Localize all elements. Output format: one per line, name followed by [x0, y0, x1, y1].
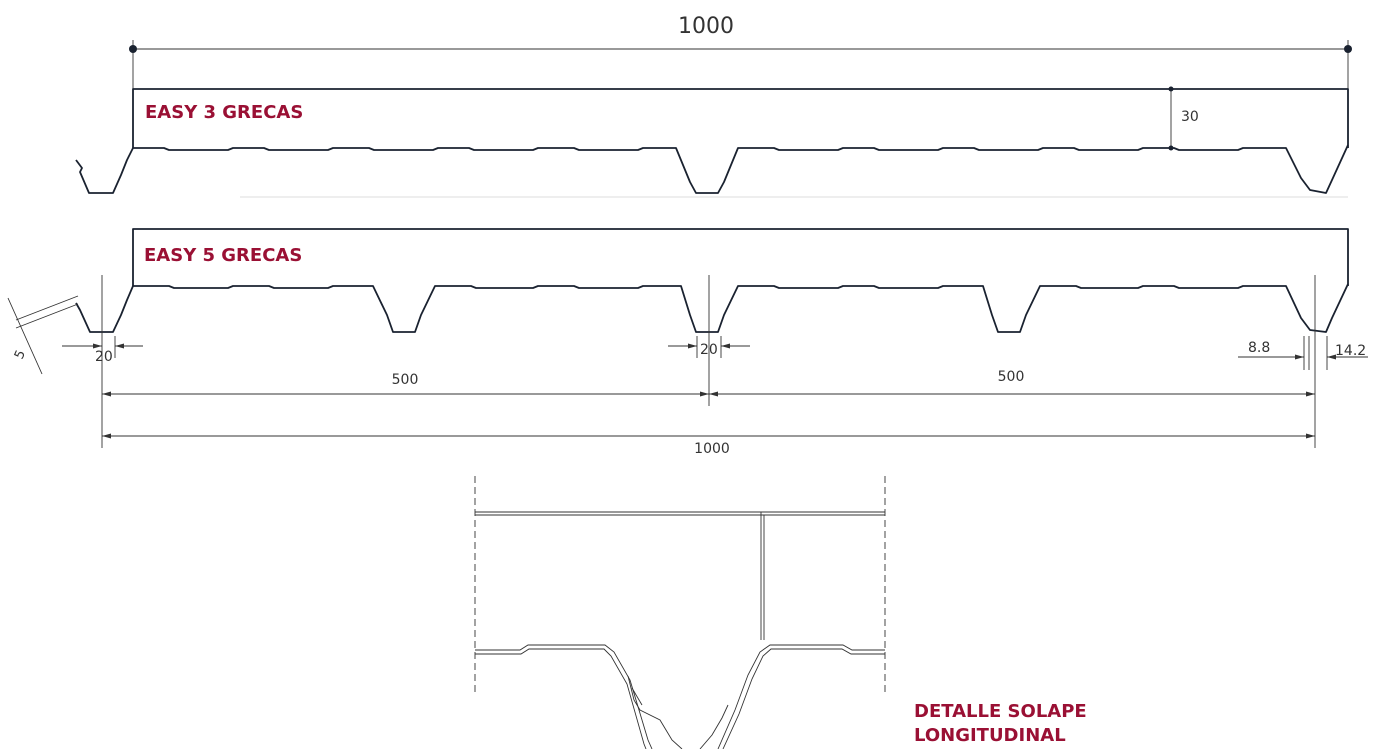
edge-dim-a-label: 8.8: [1248, 340, 1270, 356]
top-profile-title: EASY 3 GRECAS: [145, 102, 303, 123]
thickness-leader: [7, 297, 43, 375]
detail-overlap-fold: [627, 675, 729, 749]
top-profile-line: [75, 144, 1349, 194]
bottom-profile-line: [75, 283, 1349, 333]
edge-dim-b-label: 14.2: [1335, 343, 1366, 359]
rib-center-label: 20: [700, 342, 718, 358]
top-height-dot-top: [1168, 86, 1174, 92]
top-label-box: [132, 88, 1349, 148]
bottom-profile-title: EASY 5 GRECAS: [144, 245, 302, 266]
detail-sheet-under-2: [475, 648, 647, 749]
easy-3-profile: 1000 EASY 3 GRECAS 30: [75, 14, 1352, 198]
top-height-label: 30: [1181, 109, 1199, 125]
thickness-line-b: [15, 303, 79, 329]
detail-sheet-under: [475, 644, 653, 749]
top-width-label: 1000: [678, 14, 734, 39]
half-left-label: 500: [392, 372, 419, 388]
detail-sheet-over-2: [722, 648, 885, 749]
half-right-label: 500: [998, 369, 1025, 385]
rib-left-label: 20: [95, 349, 113, 365]
easy-5-profile: EASY 5 GRECAS 5 20 20 8.8 14.2 500: [7, 228, 1368, 457]
detail-title-line2: LONGITUDINAL: [914, 725, 1066, 746]
total-width-label: 1000: [694, 441, 730, 457]
top-width-dot-right: [1344, 45, 1352, 53]
overlap-detail: DETALLE SOLAPE LONGITUDINAL: [474, 476, 1087, 749]
detail-title-line1: DETALLE SOLAPE: [914, 701, 1087, 722]
bottom-label-box: [132, 228, 1349, 286]
detail-sheet-over: [717, 644, 885, 749]
thickness-label: 5: [12, 348, 29, 362]
top-width-dot-left: [129, 45, 137, 53]
thickness-line-a: [15, 295, 79, 321]
